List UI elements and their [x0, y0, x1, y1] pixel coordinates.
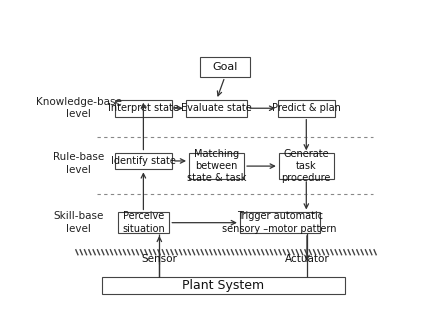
Text: Actuator: Actuator [284, 254, 329, 264]
FancyBboxPatch shape [102, 277, 344, 294]
Text: Rule-base
level: Rule-base level [53, 152, 104, 175]
FancyBboxPatch shape [200, 57, 250, 77]
Text: Sensor: Sensor [142, 254, 177, 264]
Text: Plant System: Plant System [182, 279, 264, 292]
Text: Goal: Goal [212, 62, 238, 72]
Text: Predict & plan: Predict & plan [272, 103, 341, 113]
FancyBboxPatch shape [118, 212, 169, 233]
FancyBboxPatch shape [278, 100, 335, 117]
FancyBboxPatch shape [240, 212, 320, 233]
Text: Evaluate state: Evaluate state [181, 103, 252, 113]
FancyBboxPatch shape [189, 153, 244, 179]
FancyBboxPatch shape [115, 100, 172, 117]
Text: Matching
between
state & task: Matching between state & task [187, 149, 246, 183]
Text: Knowledge-base
level: Knowledge-base level [36, 97, 121, 120]
FancyBboxPatch shape [279, 153, 334, 179]
FancyBboxPatch shape [186, 100, 247, 117]
Text: Identify state: Identify state [111, 156, 176, 166]
Text: Skill-base
level: Skill-base level [53, 211, 104, 234]
Text: Perceive
situation: Perceive situation [122, 211, 165, 234]
Text: Trigger automatic
sensory –motor pattern: Trigger automatic sensory –motor pattern [223, 211, 337, 234]
FancyBboxPatch shape [115, 153, 172, 169]
Text: Generate
task
procedure: Generate task procedure [281, 149, 331, 183]
Text: Interpret state: Interpret state [108, 103, 179, 113]
